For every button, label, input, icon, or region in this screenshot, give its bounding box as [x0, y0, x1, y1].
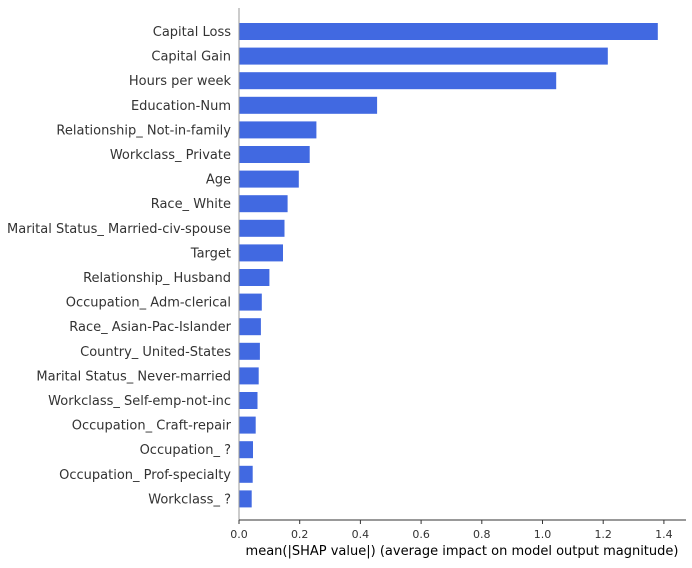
category-label-9: Target	[190, 246, 231, 261]
bar-workclass-19	[239, 490, 252, 508]
bar-country-united-states-13	[239, 342, 260, 360]
category-label-1: Capital Gain	[151, 50, 231, 65]
category-label-15: Workclass_ Self-emp-not-inc	[48, 394, 231, 409]
x-tick-label-5: 1.0	[534, 528, 552, 541]
bar-occupation-17	[239, 441, 253, 459]
category-label-19: Workclass_ ?	[148, 492, 231, 507]
bar-marital-status-never-married-14	[239, 367, 259, 385]
x-tick-label-6: 1.2	[594, 528, 612, 541]
category-label-3: Education-Num	[131, 99, 231, 114]
category-labels: Capital Loss Capital Gain Hours per week Ed…	[7, 25, 232, 507]
bar-workclass-private-5	[239, 146, 310, 163]
category-label-2: Hours per week	[129, 74, 232, 89]
category-label-4: Relationship_ Not-in-family	[56, 123, 231, 138]
bar-race-white-7	[239, 195, 288, 213]
bar-age-6	[239, 170, 299, 188]
x-tick-label-0: 0.0	[230, 528, 248, 541]
bar-target-9	[239, 244, 283, 262]
x-tick-label-2: 0.4	[352, 528, 370, 541]
bar-race-asian-pac-islander-12	[239, 318, 261, 336]
bar-capital-gain-1	[239, 47, 608, 65]
bar-capital-loss-0	[239, 23, 658, 40]
category-label-17: Occupation_ ?	[140, 443, 231, 458]
category-label-5: Workclass_ Private	[110, 148, 231, 163]
x-axis-label: mean(|SHAP value|) (average impact on mo…	[246, 544, 679, 559]
category-label-11: Occupation_ Adm-clerical	[66, 296, 231, 311]
bar-workclass-self-emp-not-inc-15	[239, 392, 258, 409]
category-label-8: Marital Status_ Married-civ-spouse	[7, 222, 231, 237]
x-tick-label-7: 1.4	[655, 528, 673, 541]
category-label-14: Marital Status_ Never-married	[36, 369, 231, 384]
bar-relationship-husband-10	[239, 269, 270, 286]
bar-relationship-not-in-family-4	[239, 121, 317, 139]
category-label-0: Capital Loss	[153, 25, 231, 40]
x-tick-label-1: 0.2	[291, 528, 309, 541]
category-label-7: Race_ White	[151, 197, 231, 212]
category-label-16: Occupation_ Craft-repair	[72, 419, 232, 434]
bars-layer	[239, 23, 658, 508]
bar-education-num-3	[239, 96, 378, 114]
category-label-10: Relationship_ Husband	[83, 271, 231, 286]
category-label-6: Age	[206, 173, 231, 188]
bar-marital-status-married-civ-spouse-8	[239, 219, 285, 237]
bar-occupation-craft-repair-16	[239, 416, 256, 434]
x-tick-label-4: 0.8	[473, 528, 491, 541]
category-label-12: Race_ Asian-Pac-Islander	[69, 320, 231, 335]
x-tick-label-3: 0.6	[412, 528, 430, 541]
category-label-18: Occupation_ Prof-specialty	[59, 468, 231, 483]
x-ticks: 0.0 0.2 0.4 0.6 0.8 1.0 1.2 1.4	[230, 520, 673, 541]
bar-hours-per-week-2	[239, 72, 557, 90]
axes	[238, 8, 686, 521]
category-label-13: Country_ United-States	[80, 345, 231, 360]
bar-occupation-prof-specialty-18	[239, 465, 253, 483]
bar-occupation-adm-clerical-11	[239, 293, 262, 311]
